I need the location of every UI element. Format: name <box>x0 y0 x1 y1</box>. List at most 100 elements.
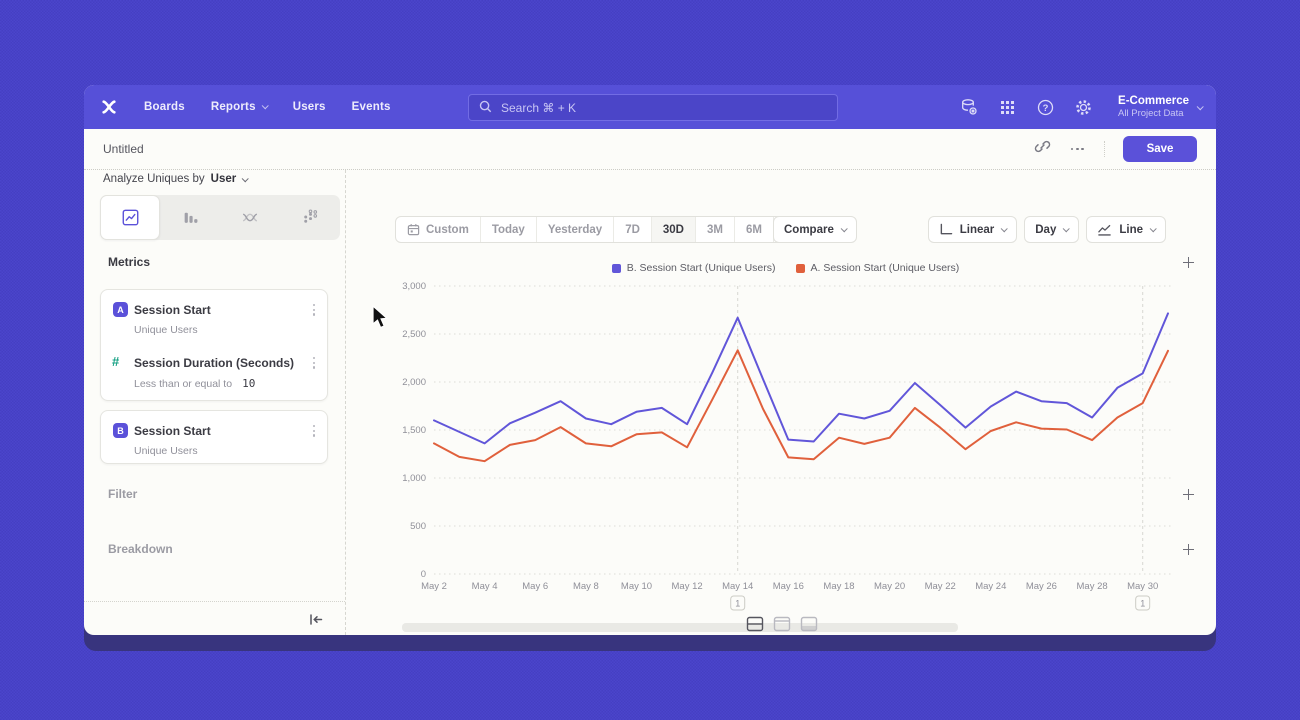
range-custom[interactable]: Custom <box>396 217 481 242</box>
line-chart[interactable]: 0 500 1,000 1,500 2,000 2,500 3,000 1 1 May 2 May … <box>398 276 1173 621</box>
nav-menu: Boards Reports Users Events <box>144 101 391 113</box>
svg-text:May 12: May 12 <box>672 581 703 592</box>
range-3m[interactable]: 3M <box>696 217 735 242</box>
project-name: E-Commerce <box>1118 95 1189 107</box>
save-button[interactable]: Save <box>1123 136 1197 162</box>
date-range-picker: Custom Today Yesterday 7D 30D 3M 6M 12M <box>395 216 820 243</box>
mixpanel-logo-icon[interactable] <box>100 98 118 116</box>
chevron-down-icon <box>1000 225 1008 233</box>
share-link-icon[interactable] <box>1034 138 1051 160</box>
report-header: Untitled Save <box>84 129 1216 170</box>
tab-funnels[interactable] <box>160 195 220 240</box>
settings-gear-icon[interactable] <box>1074 98 1092 116</box>
divider <box>84 601 345 602</box>
legend-item-a[interactable]: A. Session Start (Unique Users) <box>795 262 959 274</box>
more-options-icon[interactable] <box>1069 144 1086 155</box>
svg-text:May 20: May 20 <box>874 581 905 592</box>
chart-legend: B. Session Start (Unique Users) A. Sessi… <box>398 262 1173 274</box>
metrics-title: Metrics <box>108 255 151 269</box>
layout-table-only-icon[interactable] <box>800 616 818 635</box>
filter-title: Filter <box>108 487 138 501</box>
nav-item-users[interactable]: Users <box>292 101 326 113</box>
metric-badge-b: B <box>113 423 128 438</box>
app-window: Boards Reports Users Events Search ⌘ + K <box>84 85 1216 635</box>
svg-text:2,500: 2,500 <box>402 329 426 340</box>
collapse-sidebar-icon[interactable] <box>308 612 326 628</box>
nav-right-cluster: ? E-Commerce All Project Data <box>960 85 1204 129</box>
top-navbar: Boards Reports Users Events Search ⌘ + K <box>84 85 1216 129</box>
tab-retention[interactable] <box>280 195 340 240</box>
scale-dropdown[interactable]: Linear <box>927 216 1018 243</box>
range-30d[interactable]: 30D <box>651 217 696 242</box>
linear-axis-icon <box>940 223 953 235</box>
range-7d[interactable]: 7D <box>614 217 652 242</box>
legend-item-b[interactable]: B. Session Start (Unique Users) <box>611 262 776 274</box>
interval-dropdown[interactable]: Day <box>1024 216 1080 243</box>
layout-split-view-icon[interactable] <box>746 616 764 635</box>
search-input[interactable]: Search ⌘ + K <box>468 94 838 121</box>
nav-item-reports[interactable]: Reports <box>211 101 269 113</box>
results-table-edge[interactable] <box>402 623 958 632</box>
tab-insights[interactable] <box>100 195 160 240</box>
add-breakdown-icon[interactable] <box>1183 543 1194 555</box>
filter-value[interactable]: 10 <box>242 377 256 390</box>
tab-flows[interactable] <box>220 195 280 240</box>
funnel-bars-icon <box>184 212 197 223</box>
metric-filter-row[interactable]: # Session Duration (Seconds) Less than o… <box>101 343 327 401</box>
metric-menu-icon[interactable] <box>311 423 317 439</box>
project-switcher[interactable]: E-Commerce All Project Data <box>1118 95 1204 119</box>
metric-row-a[interactable]: A Session Start Unique Users <box>101 290 327 343</box>
chart-type-dropdown[interactable]: Line <box>1086 216 1166 243</box>
range-today[interactable]: Today <box>481 217 537 242</box>
svg-text:May 18: May 18 <box>823 581 854 592</box>
metric-card-a[interactable]: A Session Start Unique Users # Session D… <box>100 289 328 401</box>
svg-text:May 6: May 6 <box>522 581 548 592</box>
search-icon <box>479 100 492 116</box>
metric-menu-icon[interactable] <box>311 302 317 318</box>
range-yesterday[interactable]: Yesterday <box>537 217 615 242</box>
chevron-down-icon <box>1063 225 1071 233</box>
svg-text:500: 500 <box>410 521 426 532</box>
legend-swatch-b <box>611 263 621 273</box>
nav-item-events[interactable]: Events <box>351 101 391 113</box>
svg-text:May 30: May 30 <box>1127 581 1158 592</box>
report-type-tabs <box>100 195 340 240</box>
svg-text:May 26: May 26 <box>1026 581 1057 592</box>
metric-menu-icon[interactable] <box>311 355 317 371</box>
analyze-uniques-control[interactable]: Analyze Uniques by User <box>103 173 249 185</box>
svg-text:May 2: May 2 <box>421 581 447 592</box>
analyze-value: User <box>210 173 237 185</box>
nav-item-boards[interactable]: Boards <box>144 101 185 113</box>
mouse-cursor <box>371 304 395 336</box>
svg-text:May 14: May 14 <box>722 581 753 592</box>
chevron-down-icon <box>840 225 848 233</box>
add-filter-icon[interactable] <box>1183 488 1194 500</box>
svg-text:1,000: 1,000 <box>402 473 426 484</box>
compare-button[interactable]: Compare <box>773 216 857 243</box>
breakdown-section-header: Breakdown <box>108 542 1194 556</box>
svg-text:May 16: May 16 <box>773 581 804 592</box>
metric-badge-a: A <box>113 302 128 317</box>
filter-section-header: Filter <box>108 487 1194 501</box>
svg-text:2,000: 2,000 <box>402 377 426 388</box>
svg-text:0: 0 <box>421 569 426 580</box>
layout-chart-only-icon[interactable] <box>773 616 791 635</box>
range-6m[interactable]: 6M <box>735 217 774 242</box>
metric-card-b[interactable]: B Session Start Unique Users <box>100 410 328 464</box>
report-title: Untitled <box>103 142 144 156</box>
metrics-section-header: Metrics <box>108 255 1194 269</box>
add-metric-icon[interactable] <box>1183 256 1194 268</box>
help-icon[interactable]: ? <box>1036 98 1054 116</box>
svg-text:1: 1 <box>1140 599 1145 609</box>
sidebar-divider <box>345 170 346 635</box>
divider <box>1104 141 1105 157</box>
search-placeholder: Search ⌘ + K <box>501 100 577 115</box>
data-management-icon[interactable] <box>960 98 978 116</box>
line-chart-icon <box>1098 224 1112 236</box>
svg-text:?: ? <box>1042 103 1048 114</box>
project-subtitle: All Project Data <box>1118 108 1184 119</box>
svg-text:May 8: May 8 <box>573 581 599 592</box>
apps-grid-icon[interactable] <box>998 98 1016 116</box>
metric-row-b[interactable]: B Session Start Unique Users <box>101 411 327 464</box>
line-chart-area[interactable]: 0 500 1,000 1,500 2,000 2,500 3,000 1 1 May 2 May … <box>398 276 1173 621</box>
